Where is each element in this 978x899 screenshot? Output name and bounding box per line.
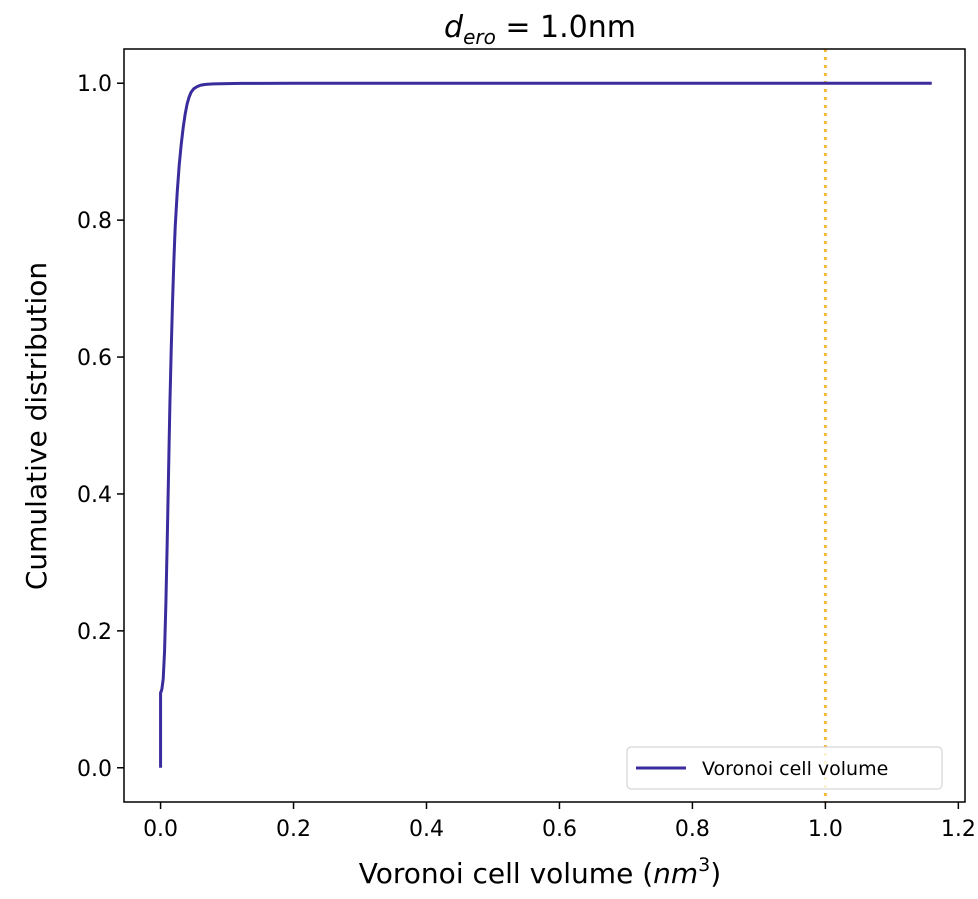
y-axis-label: Cumulative distribution — [20, 262, 53, 590]
tick-marks: 0.0 0.2 0.4 0.6 0.8 1.0 1.2 0.0 0.2 0.4 0.6 0.8 1.0 — [77, 72, 976, 842]
legend-label-voronoi-cell-volume: Voronoi cell volume — [702, 758, 888, 780]
y-tick-label-4: 0.8 — [77, 209, 112, 234]
x-tick-label-4: 0.8 — [675, 817, 710, 842]
y-tick-label-5: 1.0 — [77, 72, 112, 97]
chart-title: dero = 1.0nm — [444, 10, 636, 49]
x-axis-label: Voronoi cell volume (nm3) — [359, 854, 721, 890]
legend-box — [626, 746, 943, 790]
x-tick-label-1: 0.2 — [276, 817, 311, 842]
legend: Voronoi cell volume — [626, 746, 943, 790]
x-tick-label-2: 0.4 — [409, 817, 444, 842]
y-tick-label-3: 0.6 — [77, 346, 112, 371]
x-tick-label-3: 0.6 — [542, 817, 577, 842]
y-tick-label-2: 0.4 — [77, 483, 112, 508]
y-tick-label-0: 0.0 — [77, 757, 112, 782]
series-line-0 — [159, 81, 932, 768]
y-tick-label-1: 0.2 — [77, 620, 112, 645]
x-tick-label-6: 1.2 — [941, 817, 976, 842]
plot-content — [159, 49, 932, 802]
x-tick-label-5: 1.0 — [808, 817, 843, 842]
x-tick-label-0: 0.0 — [143, 817, 178, 842]
plot-frame — [123, 48, 966, 803]
axes-frame — [123, 48, 966, 803]
